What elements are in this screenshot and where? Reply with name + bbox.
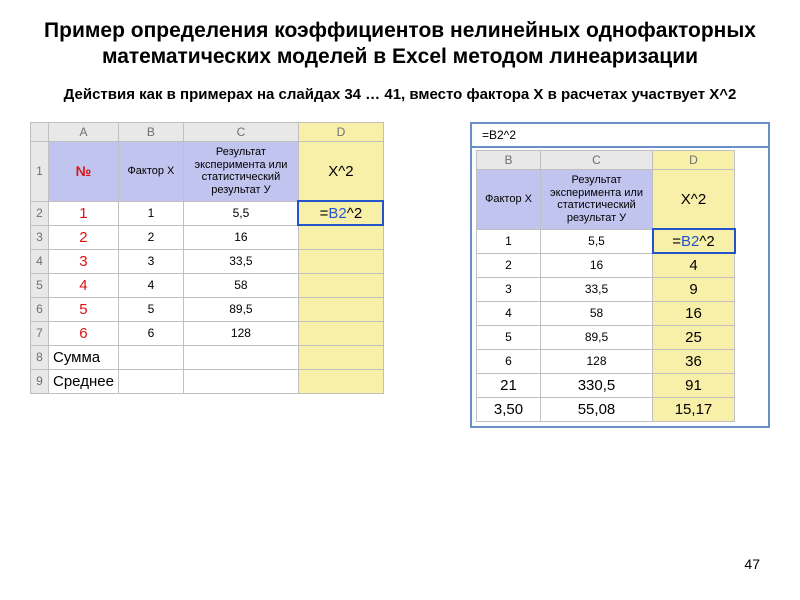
table-row: 2 1 1 5,5 =B2^2: [31, 201, 384, 225]
hdr-x2: Х^2: [298, 142, 383, 202]
hdr-x2: Х^2: [653, 170, 735, 230]
sum-row: 8 Сумма: [31, 345, 384, 369]
left-table: A B C D 1 № Фактор Х Результат экспериме…: [30, 122, 384, 394]
table-row: 5 4 4 58: [31, 273, 384, 297]
col-letter-b: B: [477, 151, 541, 170]
col-letter-a: A: [49, 123, 119, 142]
table-row: 6 128 36: [477, 349, 735, 373]
left-excel-panel: A B C D 1 № Фактор Х Результат экспериме…: [30, 122, 384, 428]
formula-cell[interactable]: =B2^2: [653, 229, 735, 253]
right-table: B C D Фактор Х Результат эксперимента ил…: [476, 150, 735, 422]
table-row: 1 5,5 =B2^2: [477, 229, 735, 253]
avg-row: 3,50 55,08 15,17: [477, 397, 735, 421]
slide-title: Пример определения коэффициентов нелиней…: [30, 18, 770, 71]
column-header-row: B C D: [477, 151, 735, 170]
hdr-factor: Фактор Х: [477, 170, 541, 230]
page-number: 47: [744, 556, 760, 572]
sum-row: 21 330,5 91: [477, 373, 735, 397]
col-letter-b: B: [118, 123, 183, 142]
table-row: 4 58 16: [477, 301, 735, 325]
col-letter-d: D: [298, 123, 383, 142]
hdr-no: №: [49, 142, 119, 202]
col-letter-c: C: [183, 123, 298, 142]
hdr-result: Результат эксперимента или статистически…: [541, 170, 653, 230]
table-row: 3 2 2 16: [31, 225, 384, 249]
hdr-factor: Фактор Х: [118, 142, 183, 202]
column-header-row: A B C D: [31, 123, 384, 142]
formula-bar[interactable]: =B2^2: [470, 122, 770, 146]
formula-cell[interactable]: =B2^2: [298, 201, 383, 225]
col-letter-d: D: [653, 151, 735, 170]
table-row: 3 33,5 9: [477, 277, 735, 301]
header-row: 1 № Фактор Х Результат эксперимента или …: [31, 142, 384, 202]
avg-row: 9 Среднее: [31, 369, 384, 393]
col-letter-c: C: [541, 151, 653, 170]
table-row: 4 3 3 33,5: [31, 249, 384, 273]
header-row: Фактор Х Результат эксперимента или стат…: [477, 170, 735, 230]
table-row: 2 16 4: [477, 253, 735, 277]
hdr-result: Результат эксперимента или статистически…: [183, 142, 298, 202]
table-row: 6 5 5 89,5: [31, 297, 384, 321]
right-excel-panel: =B2^2 B C D Фактор Х Результат экспериме…: [470, 122, 770, 428]
table-row: 5 89,5 25: [477, 325, 735, 349]
slide-subtitle: Действия как в примерах на слайдах 34 … …: [30, 85, 770, 105]
table-row: 7 6 6 128: [31, 321, 384, 345]
